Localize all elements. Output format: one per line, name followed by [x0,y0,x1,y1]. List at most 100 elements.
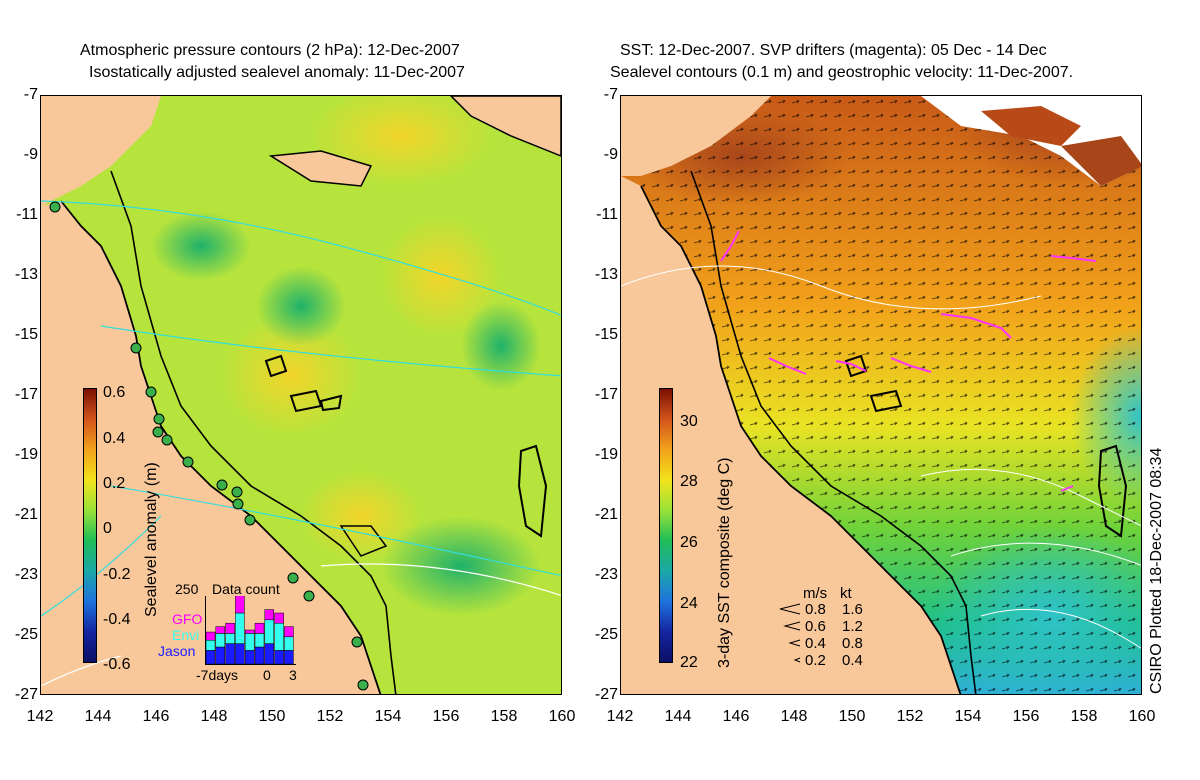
left-x-tick-1: 142 [26,708,54,725]
data-count-bar-envi-5 [244,633,255,651]
velocity-legend-arrows [778,602,802,666]
right-y-tick-8: -21 [594,506,618,523]
right-title-line1: SST: 12-Dec-2007. SVP drifters (magenta)… [620,42,1047,59]
velocity-legend-header-ms: m/s [803,585,828,602]
right-y-tick-5: -15 [594,326,618,343]
left-x-tick-10: 160 [548,708,576,725]
right-y-tick-6: -17 [594,386,618,403]
data-count-bar-envi-7 [264,619,275,644]
left-y-tick-4: -13 [14,266,38,283]
data-count-xtick-1: -7days [196,667,239,683]
right-y-tick-1: -7 [603,86,618,103]
right-x-tick-2: 144 [664,708,692,725]
right-x-tick-8: 156 [1012,708,1040,725]
left-y-tick-5: -15 [14,326,38,343]
velocity-legend-header-kt: kt [840,585,852,602]
velocity-row-3-ms: 0.4 [805,635,826,652]
sealevel-tick-5: -0.2 [103,566,131,583]
right-y-tick-10: -25 [594,626,618,643]
velocity-row-2-kt: 1.2 [842,618,863,635]
right-x-tick-9: 158 [1070,708,1098,725]
data-count-bar-jason-7 [264,643,275,665]
left-y-tick-8: -21 [14,506,38,523]
data-count-xtick-3: 3 [289,667,297,683]
legend-envi: Envi [172,627,200,643]
sealevel-anomaly-map [40,95,562,695]
data-count-title: Data count [212,581,280,597]
data-count-bar-gfo-3 [225,622,235,634]
data-count-ymax: 250 [175,581,199,597]
velocity-row-4-ms: 0.2 [805,652,826,669]
right-x-tick-10: 160 [1128,708,1156,725]
data-count-bar-envi-1 [205,639,216,651]
legend-gfo: GFO [172,611,203,627]
sealevel-tick-3: 0.2 [103,475,126,492]
sealevel-tick-7: -0.6 [103,656,131,673]
right-x-tick-4: 148 [780,708,808,725]
right-y-tick-11: -27 [594,686,618,703]
data-count-bar-envi-8 [274,622,284,651]
sst-tick-1: 30 [680,413,698,430]
left-y-tick-10: -25 [14,626,38,643]
right-x-tick-7: 154 [954,708,982,725]
sealevel-tick-1: 0.6 [103,384,126,401]
left-x-tick-3: 146 [142,708,170,725]
data-count-bar-envi-3 [225,633,235,644]
data-count-bar-envi-2 [215,633,226,648]
sealevel-tick-4: 0 [103,520,112,537]
left-x-tick-8: 156 [432,708,460,725]
left-y-tick-2: -9 [23,146,38,163]
right-x-tick-6: 152 [896,708,924,725]
data-count-bar-gfo-7 [264,609,275,621]
left-y-tick-1: -7 [23,86,38,103]
data-count-xtick-2: 0 [263,667,271,683]
right-y-tick-9: -23 [594,566,618,583]
left-title-line2: Isostatically adjusted sealevel anomaly:… [89,64,465,81]
right-y-tick-2: -9 [603,146,618,163]
left-title-line1: Atmospheric pressure contours (2 hPa): 1… [80,42,460,59]
data-count-bar-jason-4 [235,643,245,665]
data-count-bars [205,592,294,665]
sealevel-tick-2: 0.4 [103,430,126,447]
data-count-bar-envi-9 [284,636,294,651]
data-count-bar-jason-6 [254,646,265,665]
data-count-bar-gfo-5 [244,629,255,634]
data-count-bar-gfo-2 [215,626,226,634]
right-x-tick-5: 150 [838,708,866,725]
data-count-inset [205,592,296,665]
left-y-tick-6: -17 [14,386,38,403]
data-count-bar-jason-2 [215,646,226,665]
data-count-bar-gfo-4 [235,592,245,614]
sst-tick-2: 28 [680,473,698,490]
credit-text: CSIRO Plotted 18-Dec-2007 08:34 [1148,447,1165,694]
velocity-row-2-ms: 0.6 [805,618,826,635]
right-title-line2: Sealevel contours (0.1 m) and geostrophi… [610,64,1074,81]
right-y-tick-4: -13 [594,266,618,283]
sst-colorbar [659,388,673,663]
left-x-tick-5: 150 [258,708,286,725]
legend-jason: Jason [158,643,196,659]
sst-tick-5: 22 [680,654,698,671]
data-count-bar-gfo-1 [205,631,216,641]
data-count-bar-jason-1 [205,650,216,665]
data-count-bar-gfo-9 [284,626,294,638]
velocity-row-1-kt: 1.6 [842,601,863,618]
data-count-bar-jason-8 [274,650,284,665]
left-x-tick-7: 154 [374,708,402,725]
velocity-row-3-kt: 0.8 [842,635,863,652]
velocity-row-4-kt: 0.4 [842,652,863,669]
left-y-tick-7: -19 [14,446,38,463]
left-y-tick-11: -27 [14,686,38,703]
sealevel-colorbar [83,388,97,663]
left-x-tick-9: 158 [490,708,518,725]
sst-tick-3: 26 [680,534,698,551]
data-count-bar-gfo-8 [274,612,284,624]
velocity-row-1-ms: 0.8 [805,601,826,618]
sst-tick-4: 24 [680,595,698,612]
data-count-bar-envi-6 [254,633,265,648]
data-count-bar-gfo-6 [254,622,265,634]
left-y-tick-9: -23 [14,566,38,583]
right-y-tick-3: -11 [596,206,618,223]
data-count-bar-envi-4 [235,612,245,644]
right-y-tick-7: -19 [594,446,618,463]
